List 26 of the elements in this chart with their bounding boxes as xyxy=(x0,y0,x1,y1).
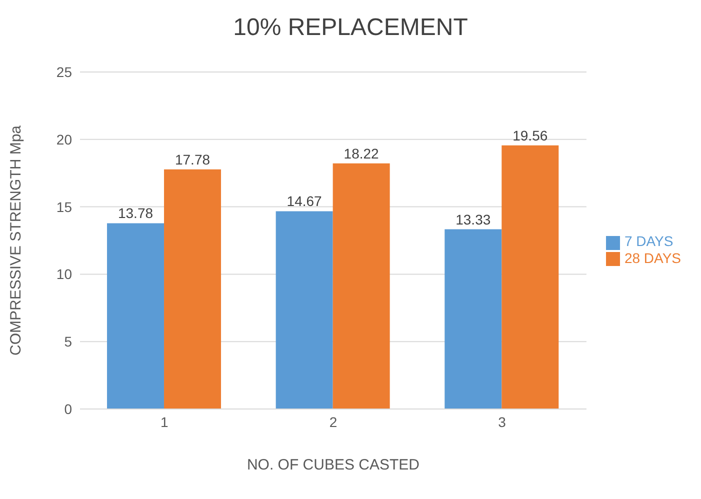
y-tick-label: 10 xyxy=(56,266,72,282)
data-label: 17.78 xyxy=(174,151,210,168)
x-tick-label: 1 xyxy=(160,414,169,430)
data-label: 13.78 xyxy=(118,205,154,222)
data-label: 14.67 xyxy=(286,193,322,210)
data-label: 18.22 xyxy=(344,145,380,162)
y-tick-label: 20 xyxy=(56,131,72,148)
data-label: 13.33 xyxy=(456,211,491,228)
data-label: 19.56 xyxy=(512,127,548,144)
y-tick-label: 5 xyxy=(64,334,72,350)
y-tick-label: 15 xyxy=(56,198,72,215)
chart-title: 10% REPLACEMENT xyxy=(232,14,469,42)
x-axis-title: NO. OF CUBES CASTED xyxy=(246,456,420,474)
legend-label: 28 DAYS xyxy=(624,250,681,266)
bar xyxy=(107,223,164,409)
y-axis-title: COMPRESSIVE STRENGTH Mpa xyxy=(7,124,24,356)
bar xyxy=(164,169,222,409)
x-tick-label: 2 xyxy=(329,414,338,430)
bar xyxy=(502,145,559,409)
x-tick-label: 3 xyxy=(498,414,506,430)
y-tick-label: 0 xyxy=(64,400,72,417)
y-tick-label: 25 xyxy=(56,64,72,80)
legend-label: 7 DAYS xyxy=(624,233,674,250)
bar xyxy=(332,163,390,409)
bar xyxy=(276,211,333,409)
bar xyxy=(444,229,502,409)
